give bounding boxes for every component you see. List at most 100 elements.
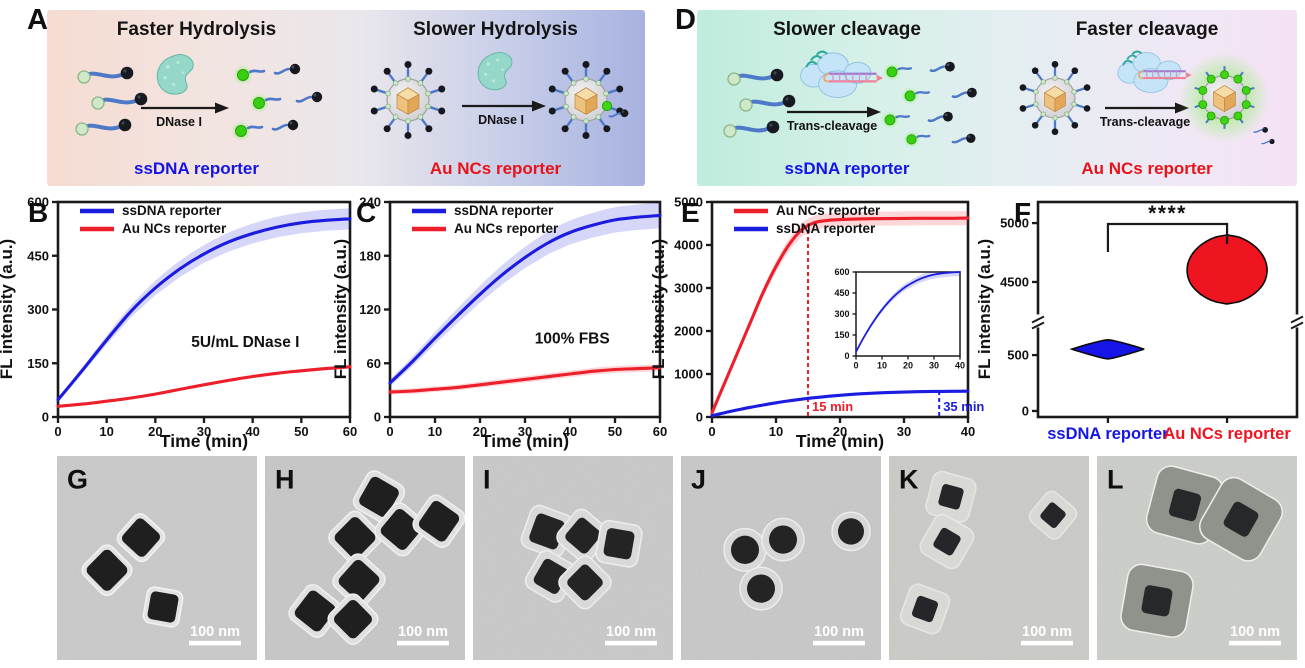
aunc-reporter-icon [369, 59, 446, 141]
reaction-arrow: Trans-cleavage [787, 106, 881, 133]
nanoparticle [374, 502, 428, 557]
error-band [856, 271, 960, 353]
panel-a-right-caption: Au NCs reporter [429, 159, 562, 178]
violin [1069, 338, 1145, 360]
ssdna-reporters-intact-icon [722, 66, 798, 139]
arrow-label: DNase I [478, 113, 524, 127]
y-tick-label: 0 [1022, 403, 1029, 418]
nanoparticle [332, 553, 386, 608]
x-tick-label: 0 [708, 424, 715, 439]
arrow-label: Trans-cleavage [787, 119, 877, 133]
x-tick-label: 40 [961, 424, 975, 439]
x-tick-label: 40 [955, 361, 965, 371]
series-line [388, 213, 662, 385]
scalebar-label: 100 nm [190, 624, 240, 640]
tem-panel: K 100 nm [889, 456, 1089, 660]
significance-bracket [1106, 222, 1229, 252]
y-axis-label: FL intensity (a.u.) [0, 239, 16, 379]
dnase-enzyme-icon [477, 52, 512, 91]
nanoparticle [556, 508, 610, 563]
y-tick-label: 4500 [1000, 274, 1029, 289]
y-tick-label: 300 [834, 309, 849, 319]
reaction-arrow: DNase I [461, 100, 546, 127]
released-fragments-icon [1253, 126, 1276, 145]
nanoparticle [723, 527, 767, 572]
nanoparticle [1199, 476, 1283, 562]
x-tick-label: 20 [473, 424, 487, 439]
ssdna-cleavage-scheme: Trans-cleavage [722, 50, 979, 149]
y-tick-label: 600 [27, 195, 49, 210]
arrow-label: DNase I [156, 115, 202, 129]
tem-panel: H 100 nm [265, 456, 465, 660]
nanoparticle [899, 583, 951, 635]
series-line [56, 365, 352, 408]
nanoparticle [412, 494, 465, 549]
scalebar-label: 100 nm [1230, 624, 1280, 640]
tem-panel-letter: L [1107, 463, 1123, 494]
nanoparticle [327, 593, 379, 646]
panel-a-schematic: Faster Hydrolysis DNase I [47, 10, 645, 186]
tem-image-K: K 100 nm [889, 456, 1089, 660]
y-tick-label: 0 [844, 351, 849, 361]
nanoparticle [761, 517, 805, 562]
tem-image-G: G 100 nm [57, 456, 257, 660]
y-tick-label: 500 [1007, 348, 1029, 363]
violin [1186, 234, 1268, 305]
y-tick-label: 600 [834, 267, 849, 277]
tem-image-H: H 100 nm [265, 456, 465, 660]
y-tick-label: 120 [359, 302, 381, 317]
panel-letter: C [356, 197, 376, 228]
scalebar-label: 100 nm [814, 624, 864, 640]
panel-d-right-title: Faster cleavage [1075, 19, 1219, 40]
y-tick-label: 0 [374, 410, 381, 425]
y-tick-label: 5000 [1000, 216, 1029, 231]
aunc-partially-cleaved-icon [547, 59, 629, 141]
y-tick-label: 300 [27, 302, 49, 317]
legend-label: ssDNA reporter [454, 203, 554, 218]
y-tick-label: 450 [27, 248, 49, 263]
cleaved-products-icon [229, 62, 324, 143]
panel-a-right-title: Slower Hydrolysis [413, 19, 578, 40]
x-tick-label: 10 [769, 424, 783, 439]
nanoparticle [81, 544, 133, 597]
x-tick-label: 0 [386, 424, 393, 439]
panel-a-right-column: Slower Hydrolysis DNase I Au NCs reporte… [346, 10, 645, 186]
y-tick-label: 3000 [674, 281, 703, 296]
annotation: 100% FBS [535, 331, 610, 348]
tem-row: G 100 nm H 100 nm I 100 nm J 100 nm K 100 nm … [57, 456, 1297, 660]
series-line [388, 366, 662, 394]
series-line [710, 216, 970, 415]
series-line [710, 389, 970, 418]
tem-panel-letter: J [691, 463, 706, 494]
x-tick-label: 40 [245, 424, 259, 439]
dnase-enzyme-icon [156, 54, 194, 95]
y-axis-label: FL intensity (a.u.) [975, 239, 994, 379]
x-tick-label: 30 [897, 424, 911, 439]
x-tick-label: 20 [833, 424, 847, 439]
ssdna-hydrolysis-scheme: DNase I [73, 54, 324, 143]
panel-d-left-caption: ssDNA reporter [784, 159, 910, 178]
tem-panel-letter: K [899, 463, 919, 494]
legend-label: Au NCs reporter [122, 221, 227, 236]
series-line [56, 217, 352, 402]
reaction-arrow: DNase I [140, 102, 229, 129]
x-tick-label: 10 [99, 424, 113, 439]
nanoparticle [1120, 563, 1194, 638]
tem-panel: G 100 nm [57, 456, 257, 660]
aunc-hydrolysis-scheme: DNase I [369, 52, 629, 141]
x-tick-label: 10 [428, 424, 442, 439]
nanoparticle [288, 584, 342, 638]
y-tick-label: 4000 [674, 238, 703, 253]
y-tick-label: 150 [834, 330, 849, 340]
panel-d-right-caption: Au NCs reporter [1081, 159, 1213, 178]
legend-label: ssDNA reporter [776, 221, 876, 236]
y-tick-label: 0 [42, 410, 49, 425]
nanoparticle [831, 511, 871, 552]
x-tick-label: 10 [877, 361, 887, 371]
scalebar [189, 640, 241, 646]
tem-panel-letter: H [275, 463, 294, 494]
panel-a-left-title: Faster Hydrolysis [116, 19, 277, 40]
